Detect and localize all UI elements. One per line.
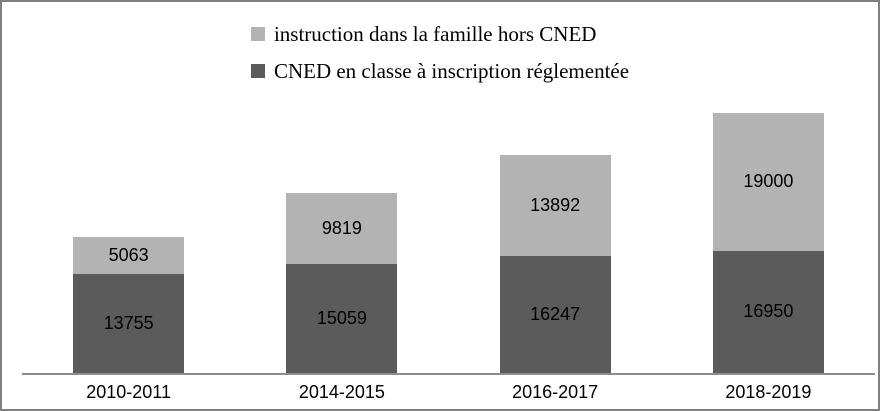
bar-segment: 16247 (499, 255, 611, 373)
bar-segment: 13755 (73, 273, 185, 373)
legend-marker-dark (250, 64, 265, 78)
legend-label-cned-reglementee: CNED en classe à inscription réglementée (273, 58, 630, 83)
bar-value-label: 13755 (103, 312, 154, 333)
legend-box: instruction dans la famille hors CNED CN… (250, 20, 630, 94)
chart-legend: instruction dans la famille hors CNED CN… (2, 20, 878, 94)
legend-item-cned-reglementee: CNED en classe à inscription réglementée (250, 57, 630, 85)
x-axis-label: 2018-2019 (725, 382, 812, 402)
legend-marker-light (250, 27, 265, 41)
bar-value-label: 16247 (530, 303, 581, 324)
bar-value-label: 13892 (530, 194, 581, 215)
bar-2018-2019: 19000 16950 (712, 113, 824, 373)
bar-value-label: 9819 (321, 218, 362, 239)
bar-value-label: 19000 (743, 171, 794, 192)
x-axis-label: 2010-2011 (86, 382, 171, 402)
bar-segment: 13892 (499, 155, 611, 256)
x-axis-label: 2014-2015 (298, 382, 385, 402)
bar-value-label: 16950 (743, 301, 794, 322)
bar-value-label: 5063 (108, 244, 149, 265)
bar-2014-2015: 9819 15059 (286, 193, 398, 373)
x-axis-labels: 2010-2011 2014-2015 2016-2017 2018-2019 (22, 382, 875, 403)
bar-segment: 9819 (286, 193, 398, 265)
bar-value-label: 15059 (316, 308, 367, 329)
legend-label-famille-hors-cned: instruction dans la famille hors CNED (273, 21, 597, 46)
legend-item-famille-hors-cned: instruction dans la famille hors CNED (250, 20, 629, 48)
bar-area: 5063 13755 9819 15059 13892 16247 19000 16950 (22, 84, 875, 373)
x-axis-label: 2016-2017 (512, 382, 599, 402)
bar-2016-2017: 13892 16247 (499, 155, 611, 373)
bar-2010-2011: 5063 13755 (73, 237, 185, 373)
bar-segment: 16950 (712, 250, 824, 373)
bar-segment: 15059 (286, 264, 398, 373)
bar-segment: 19000 (712, 113, 824, 251)
bar-segment: 5063 (73, 237, 185, 274)
x-axis-line (22, 373, 875, 375)
